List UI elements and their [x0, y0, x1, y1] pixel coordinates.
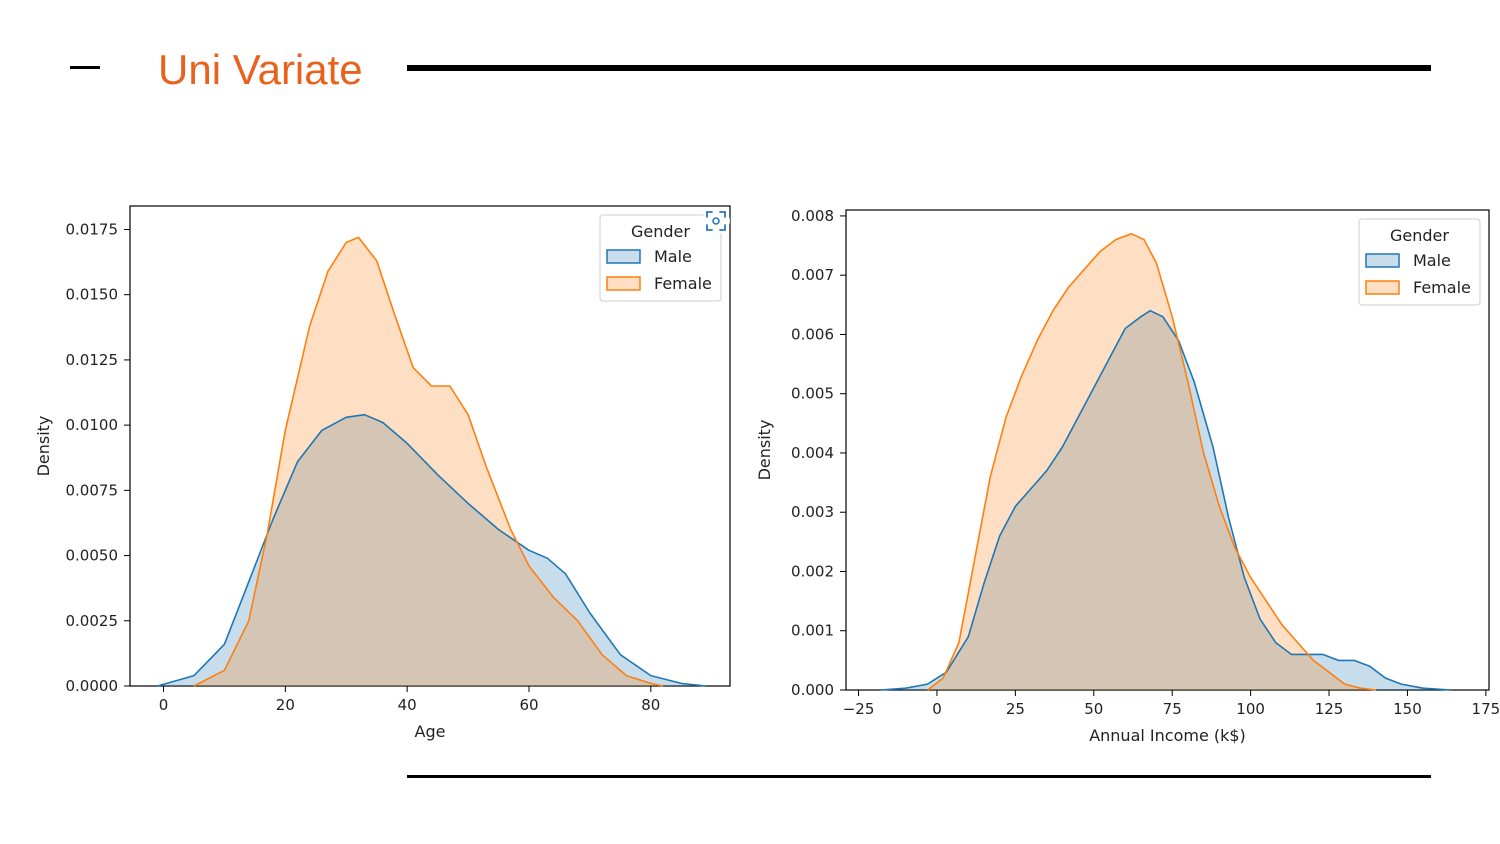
chart1-y-tick-label: 0.0075 [66, 481, 119, 499]
chart2-legend-title: Gender [1390, 226, 1449, 245]
chart2-x-axis-label: Annual Income (k$) [1089, 726, 1246, 745]
chart2-x-tick-label: 25 [1006, 700, 1025, 718]
age-density-chart: 0 20 40 60 80 0.0000 0.0025 0.0050 0.0075 0.0100 0… [34, 205, 731, 741]
chart2-x-tick-label: 150 [1393, 700, 1422, 718]
chart1-legend-title: Gender [631, 222, 690, 241]
chart2-y-tick-label: 0.006 [791, 325, 834, 343]
bottom-rule [407, 775, 1431, 778]
chart2-y-tick-label: 0.007 [791, 266, 834, 284]
chart1-y-tick-label: 0.0175 [66, 220, 119, 238]
chart2-x-tick-label: 125 [1315, 700, 1344, 718]
chart2-legend-label-female: Female [1413, 278, 1471, 297]
chart2-x-tick-label: 50 [1084, 700, 1103, 718]
chart2-male-line [880, 309, 1452, 691]
chart1-y-tick-label: 0.0050 [66, 547, 119, 565]
chart1-male-line [157, 413, 706, 687]
chart1-y-tick-label: 0.0000 [66, 677, 119, 695]
chart2-female-area [927, 233, 1377, 690]
chart1-female-area [194, 237, 663, 687]
chart1-female-line [193, 236, 664, 687]
chart2-axes-frame [845, 209, 1490, 691]
capture-icon[interactable] [702, 207, 730, 235]
chart1-y-tick-label: 0.0100 [66, 416, 119, 434]
chart1-legend-swatch-male [606, 249, 641, 264]
chart2-x-tick-label: 100 [1236, 700, 1265, 718]
chart2-x-tick-label: −25 [843, 700, 875, 718]
chart2-female-line [927, 232, 1377, 691]
chart1-legend: Gender Male Female [599, 214, 722, 302]
chart2-legend-swatch-female [1365, 280, 1400, 295]
chart1-legend-box [599, 214, 722, 302]
chart1-y-tick-label: 0.0125 [66, 351, 119, 369]
chart2-y-tick-label: 0.005 [791, 385, 834, 403]
income-density-chart: −25 0 25 50 75 100 125 150 175 0.000 0.001 0.002 0.0… [755, 207, 1500, 745]
chart2-legend-swatch-male [1365, 253, 1400, 268]
slide-title: Uni Variate [158, 46, 363, 93]
chart1-x-tick-label: 80 [641, 696, 660, 714]
chart1-legend-label-male: Male [654, 247, 692, 266]
chart1-x-tick-label: 60 [519, 696, 538, 714]
chart1-y-tick-label: 0.0025 [66, 612, 119, 630]
chart2-y-tick-label: 0.000 [791, 681, 834, 699]
chart2-y-tick-label: 0.003 [791, 503, 834, 521]
chart1-x-axis-label: Age [415, 722, 446, 741]
chart1-x-tick-label: 20 [276, 696, 295, 714]
chart2-y-tick-label: 0.002 [791, 562, 834, 580]
chart1-legend-label-female: Female [654, 274, 712, 293]
chart2-legend: Gender Male Female [1358, 218, 1481, 306]
chart2-x-tick-label: 175 [1472, 700, 1500, 718]
chart1-x-tick-label: 40 [398, 696, 417, 714]
chart1-legend-swatch-female [606, 276, 641, 291]
chart2-legend-box [1358, 218, 1481, 306]
chart2-y-tick-label: 0.008 [791, 207, 834, 225]
chart1-y-tick-label: 0.0150 [66, 286, 119, 304]
chart2-y-tick-label: 0.001 [791, 622, 834, 640]
chart1-axes-frame [129, 205, 731, 687]
chart2-y-axis-label: Density [755, 420, 774, 481]
chart2-legend-label-male: Male [1413, 251, 1451, 270]
chart2-male-area [880, 310, 1452, 690]
title-dash [70, 66, 100, 69]
chart2-y-tick-label: 0.004 [791, 444, 834, 462]
chart1-male-area [157, 414, 706, 686]
top-rule [407, 65, 1431, 71]
chart1-x-tick-label: 0 [159, 696, 169, 714]
chart1-y-axis-label: Density [34, 416, 53, 477]
chart2-x-tick-label: 75 [1163, 700, 1182, 718]
chart2-x-tick-label: 0 [932, 700, 942, 718]
